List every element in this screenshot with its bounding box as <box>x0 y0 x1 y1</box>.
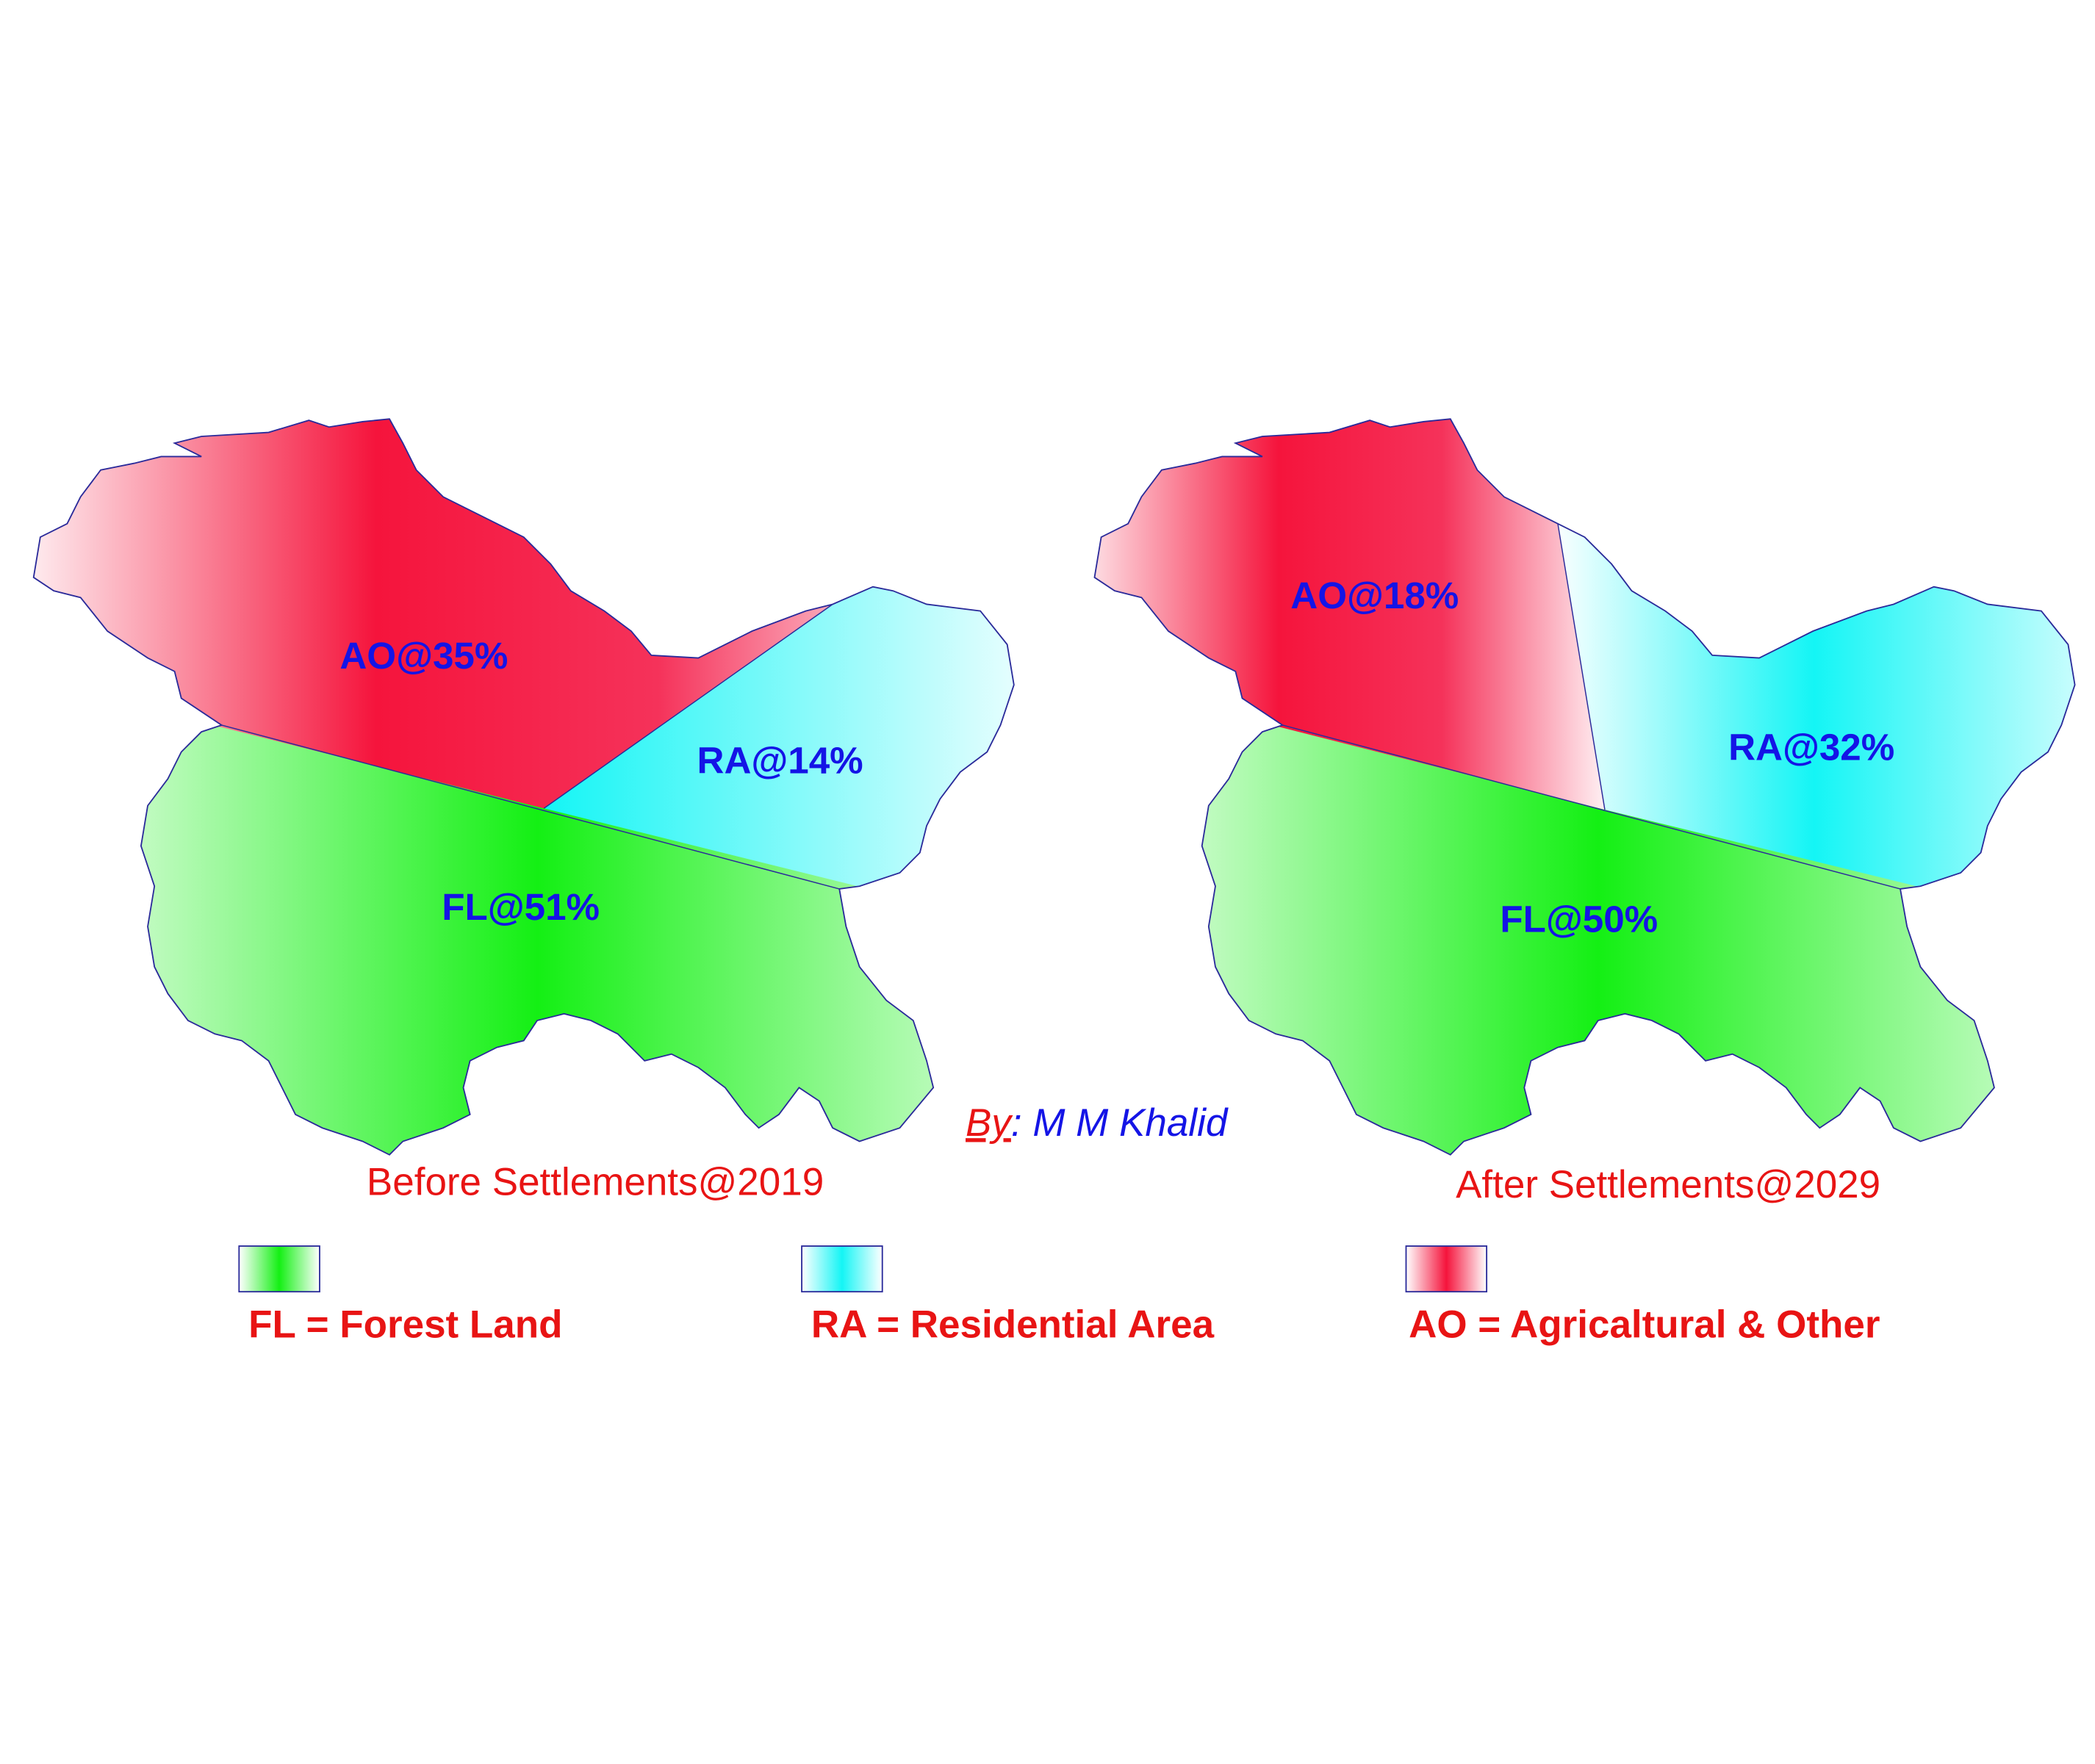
legend-text-ra: RA = Residential Area <box>811 1303 1215 1346</box>
author-credit: By: M M Khalid <box>966 1101 1229 1145</box>
label-fl: FL@51% <box>442 886 600 928</box>
label-ao: AO@18% <box>1290 575 1459 616</box>
label-ao: AO@35% <box>339 635 508 677</box>
boundary-line <box>1557 523 1606 810</box>
legend-swatch-ao <box>1405 1245 1488 1293</box>
map-after: AO@18% RA@32% FL@50% After Settlements@2… <box>1093 418 2076 1206</box>
boundary-line <box>543 603 833 809</box>
boundary-line <box>221 724 840 890</box>
label-ra: RA@32% <box>1728 726 1894 768</box>
legend-swatch-fl <box>238 1245 320 1293</box>
caption-before: Before Settlements@2019 <box>367 1161 824 1204</box>
legend-swatch-ra <box>801 1245 883 1293</box>
legend-text-ao: AO = Agricaltural & Other <box>1409 1303 1880 1346</box>
author-prefix: By <box>966 1101 1013 1145</box>
author-separator: : <box>1011 1101 1022 1145</box>
boundary-line <box>1282 724 1901 890</box>
label-ra: RA@14% <box>697 740 863 782</box>
caption-after: After Settlements@2029 <box>1456 1163 1880 1206</box>
legend: FL = Forest Land RA = Residential Area A… <box>238 1245 1880 1346</box>
map-before: AO@35% RA@14% FL@51% Before Settlements@… <box>32 418 1015 1204</box>
author-name: M M Khalid <box>1022 1101 1229 1145</box>
legend-text-fl: FL = Forest Land <box>248 1303 562 1346</box>
label-fl: FL@50% <box>1500 898 1658 940</box>
